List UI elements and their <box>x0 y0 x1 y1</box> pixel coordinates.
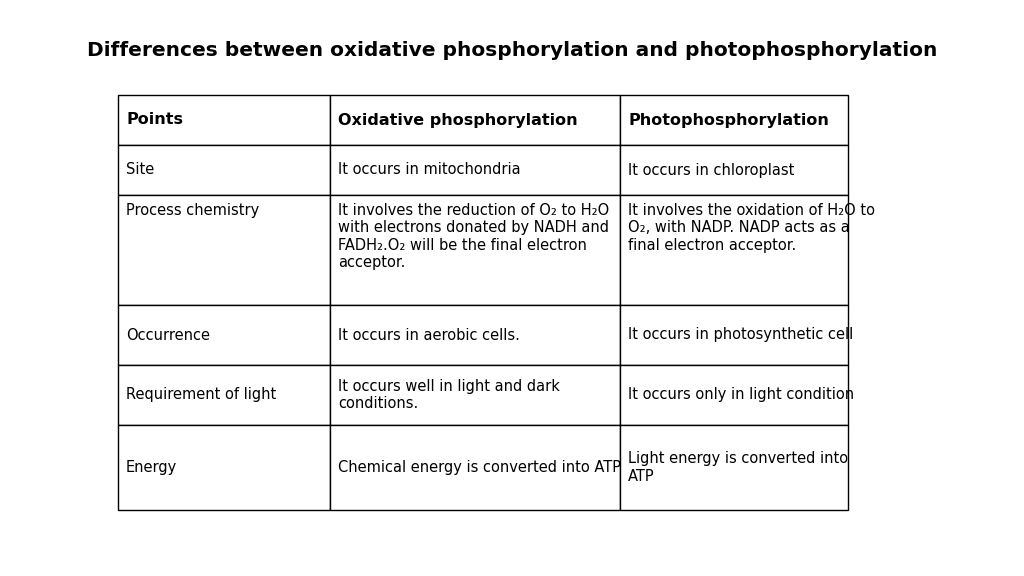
Bar <box>118 95 330 145</box>
Bar <box>620 365 848 425</box>
Text: Chemical energy is converted into ATP: Chemical energy is converted into ATP <box>338 460 621 475</box>
Text: It occurs well in light and dark
conditions.: It occurs well in light and dark conditi… <box>338 379 560 411</box>
Text: It involves the oxidation of H₂O to
O₂, with NADP. NADP acts as a
final electron: It involves the oxidation of H₂O to O₂, … <box>628 203 874 253</box>
Bar <box>330 195 620 305</box>
Text: Points: Points <box>126 112 183 127</box>
Bar <box>620 95 848 145</box>
Text: It involves the reduction of O₂ to H₂O
with electrons donated by NADH and
FADH₂.: It involves the reduction of O₂ to H₂O w… <box>338 203 609 270</box>
Text: Differences between oxidative phosphorylation and photophosphorylation: Differences between oxidative phosphoryl… <box>87 40 937 59</box>
Text: It occurs in chloroplast: It occurs in chloroplast <box>628 162 795 177</box>
Bar <box>330 425 620 510</box>
Text: Occurrence: Occurrence <box>126 328 210 343</box>
Text: Requirement of light: Requirement of light <box>126 388 276 403</box>
Bar <box>118 195 330 305</box>
Bar <box>330 95 620 145</box>
Text: Light energy is converted into
ATP: Light energy is converted into ATP <box>628 452 848 484</box>
Bar <box>330 365 620 425</box>
Text: Site: Site <box>126 162 155 177</box>
Bar <box>330 305 620 365</box>
Text: It occurs in photosynthetic cell: It occurs in photosynthetic cell <box>628 328 853 343</box>
Text: Process chemistry: Process chemistry <box>126 203 259 218</box>
Text: Oxidative phosphorylation: Oxidative phosphorylation <box>338 112 578 127</box>
Text: Energy: Energy <box>126 460 177 475</box>
Bar <box>620 305 848 365</box>
Text: Photophosphorylation: Photophosphorylation <box>628 112 828 127</box>
Bar <box>330 145 620 195</box>
Text: It occurs in mitochondria: It occurs in mitochondria <box>338 162 520 177</box>
Bar <box>118 145 330 195</box>
Bar <box>118 425 330 510</box>
Bar <box>118 305 330 365</box>
Text: It occurs in aerobic cells.: It occurs in aerobic cells. <box>338 328 520 343</box>
Bar <box>620 425 848 510</box>
Text: It occurs only in light condition: It occurs only in light condition <box>628 388 854 403</box>
Bar <box>620 145 848 195</box>
Bar <box>620 195 848 305</box>
Bar <box>118 365 330 425</box>
